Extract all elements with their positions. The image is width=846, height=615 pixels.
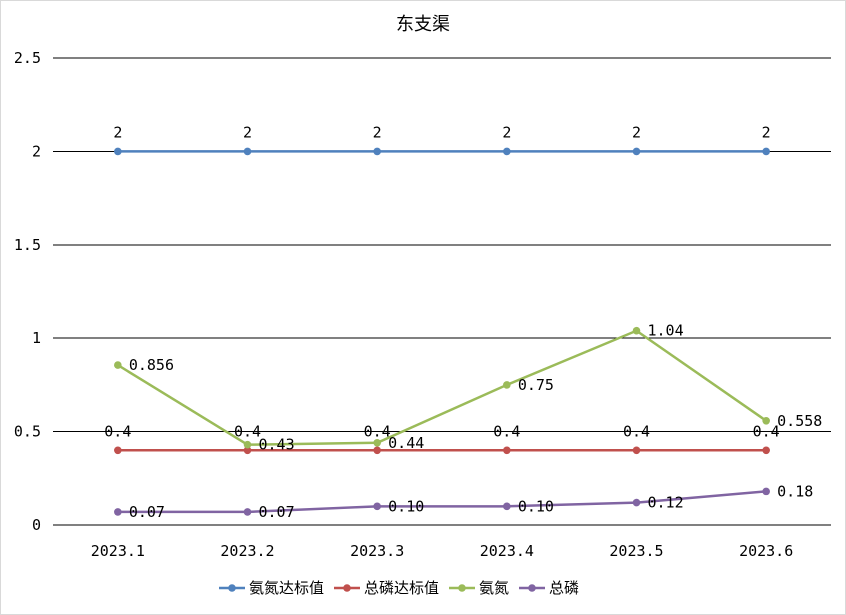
data-label: 2 xyxy=(243,123,252,141)
data-label: 0.856 xyxy=(129,356,174,374)
data-point xyxy=(114,361,122,369)
data-label: 2 xyxy=(502,123,511,141)
y-tick-label: 2.5 xyxy=(14,49,41,67)
legend-label: 总磷达标值 xyxy=(364,579,439,597)
data-point xyxy=(373,147,381,156)
data-label: 0.4 xyxy=(623,422,650,440)
data-point xyxy=(503,381,511,389)
data-label: 0.4 xyxy=(234,422,261,440)
data-label: 0.4 xyxy=(104,422,131,440)
series-group xyxy=(114,147,770,516)
data-label: 0.10 xyxy=(518,497,554,515)
x-tick-label: 2023.3 xyxy=(350,542,404,560)
data-point xyxy=(503,446,511,455)
y-tick-label: 1 xyxy=(32,329,41,347)
data-point xyxy=(114,446,122,455)
data-point xyxy=(762,416,770,425)
y-tick-label: 2 xyxy=(32,142,41,160)
data-point xyxy=(373,439,381,447)
data-label: 2 xyxy=(113,123,122,141)
legend: 氨氮达标值 总磷达标值 氨氮 总磷 xyxy=(219,579,579,597)
data-point xyxy=(373,446,381,455)
data-point xyxy=(114,147,122,156)
y-tick-label: 1.5 xyxy=(14,236,41,254)
data-label: 0.4 xyxy=(364,422,391,440)
series-line xyxy=(117,490,767,514)
series-line xyxy=(117,329,767,446)
data-label: 2 xyxy=(762,123,771,141)
data-label: 1.04 xyxy=(648,322,684,340)
legend-marker xyxy=(228,584,236,592)
data-point xyxy=(762,147,770,156)
data-label: 0.75 xyxy=(518,376,554,394)
data-label: 0.558 xyxy=(777,412,822,430)
data-point xyxy=(632,326,641,335)
x-tick-label: 2023.4 xyxy=(480,542,534,560)
data-label: 0.07 xyxy=(259,503,295,521)
y-tick-label: 0.5 xyxy=(14,423,41,441)
data-point xyxy=(632,446,641,455)
data-point xyxy=(632,147,641,156)
chart-title: 东支渠 xyxy=(396,14,450,35)
data-point xyxy=(632,498,641,507)
data-label: 0.12 xyxy=(648,494,684,512)
y-axis-ticks: 0 0.5 1 1.5 2 2.5 xyxy=(14,49,41,534)
data-label: 2 xyxy=(632,123,641,141)
data-point xyxy=(373,502,381,511)
data-point xyxy=(503,147,511,156)
x-tick-label: 2023.6 xyxy=(739,542,793,560)
y-tick-label: 0 xyxy=(32,516,41,534)
legend-marker xyxy=(528,584,536,592)
data-labels: 2 2 2 2 2 2 0.4 0.4 0.4 0.4 0.4 0.4 0.856 0.43 0.44 0.7… xyxy=(104,123,822,521)
data-label: 0.4 xyxy=(493,422,520,440)
data-point xyxy=(503,502,511,511)
data-point xyxy=(243,440,252,449)
data-label: 0.4 xyxy=(753,422,780,440)
x-tick-label: 2023.5 xyxy=(609,542,663,560)
data-label: 0.10 xyxy=(388,497,424,515)
data-label: 0.44 xyxy=(388,434,424,452)
legend-label: 总磷 xyxy=(549,579,579,597)
legend-marker xyxy=(343,584,351,592)
gridlines xyxy=(53,57,831,526)
data-point xyxy=(114,508,122,516)
legend-label: 氨氮 xyxy=(479,579,509,597)
legend-marker xyxy=(458,584,466,592)
data-point xyxy=(762,446,770,455)
data-label: 0.43 xyxy=(259,436,295,454)
data-label: 2 xyxy=(373,123,382,141)
x-tick-label: 2023.1 xyxy=(91,542,145,560)
data-point xyxy=(243,147,252,156)
x-axis-ticks: 2023.1 2023.2 2023.3 2023.4 2023.5 2023.6 xyxy=(91,542,794,560)
x-tick-label: 2023.2 xyxy=(220,542,274,560)
data-label: 0.07 xyxy=(129,503,165,521)
legend-label: 氨氮达标值 xyxy=(249,579,324,597)
data-point xyxy=(243,446,252,455)
data-point xyxy=(243,508,252,516)
data-label: 0.18 xyxy=(777,482,813,500)
data-point xyxy=(762,487,770,496)
